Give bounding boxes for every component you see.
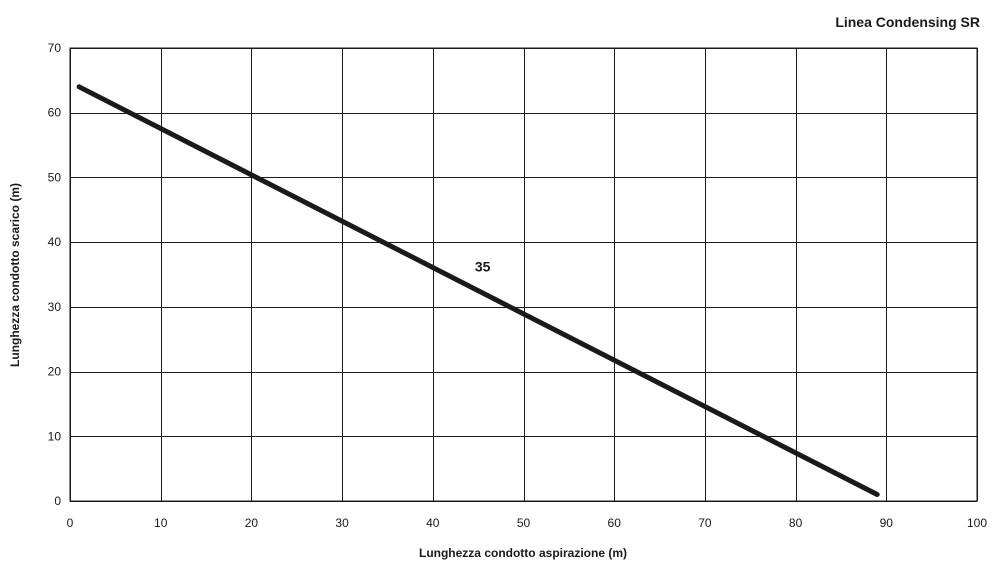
x-tick-label: 60	[608, 516, 622, 530]
y-tick-label: 0	[54, 494, 61, 508]
y-axis-label: Lunghezza condotto scarico (m)	[8, 183, 22, 367]
y-tick-label: 70	[48, 41, 62, 55]
x-tick-label: 80	[789, 516, 803, 530]
y-tick-labels: 0 10 20 30 40 50 60 70	[48, 41, 62, 508]
x-tick-label: 20	[245, 516, 259, 530]
series-label: 35	[475, 258, 491, 274]
y-tick-label: 60	[48, 106, 62, 120]
x-tick-label: 100	[967, 516, 987, 530]
y-tick-label: 50	[48, 170, 62, 184]
x-tick-label: 90	[880, 516, 894, 530]
y-tick-label: 20	[48, 365, 62, 379]
x-tick-labels: 0 10 20 30 40 50 60 70 80 90 100	[67, 516, 988, 530]
series-layer	[76, 84, 880, 497]
chart-title: Linea Condensing SR	[835, 14, 980, 30]
x-tick-label: 40	[426, 516, 440, 530]
x-axis-label: Lunghezza condotto aspirazione (m)	[419, 546, 627, 560]
grid	[70, 48, 978, 502]
series-line-35	[76, 84, 880, 497]
y-tick-label: 40	[48, 235, 62, 249]
y-tick-label: 30	[48, 300, 62, 314]
x-tick-label: 10	[154, 516, 168, 530]
x-tick-label: 30	[335, 516, 349, 530]
y-tick-label: 10	[48, 429, 62, 443]
x-tick-label: 70	[698, 516, 712, 530]
plot-frame	[69, 47, 978, 502]
x-tick-label: 50	[517, 516, 531, 530]
annotations: 35	[475, 258, 491, 274]
x-tick-label: 0	[67, 516, 74, 530]
